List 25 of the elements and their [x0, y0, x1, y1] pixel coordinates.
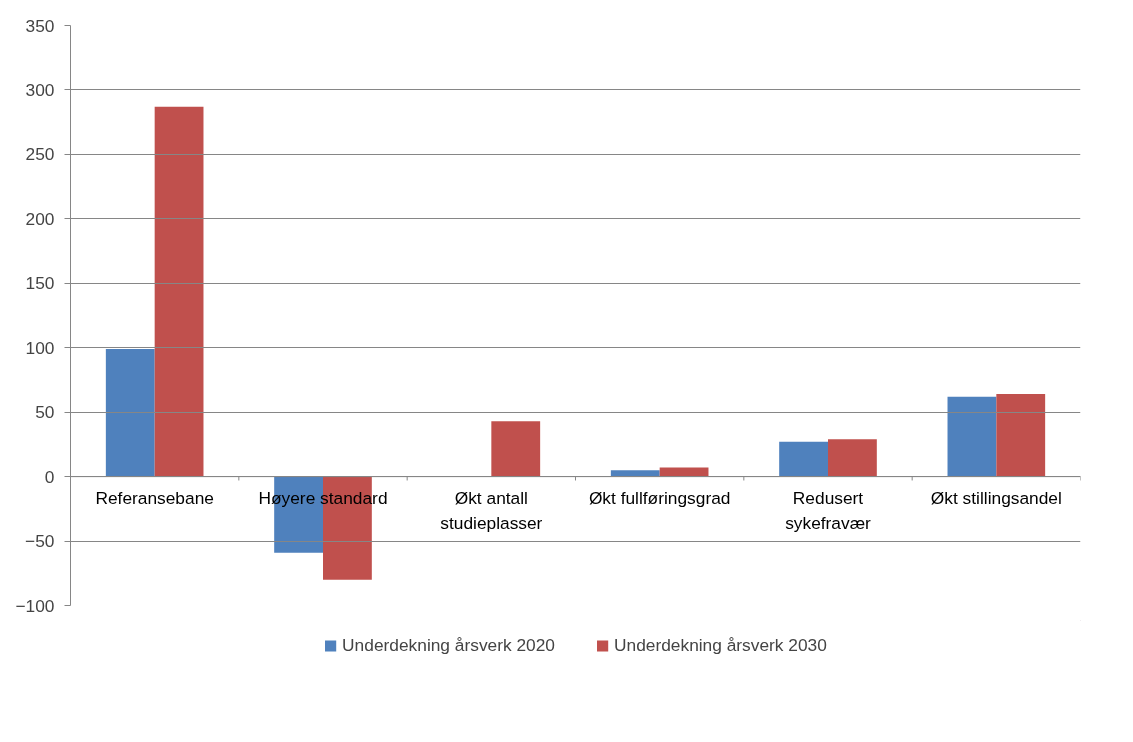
bar [947, 396, 997, 477]
bar [996, 394, 1046, 477]
bar [154, 106, 204, 477]
x-tick-label: Referansebane [95, 488, 214, 509]
x-tick-label: Økt antall studieplasser [440, 488, 543, 534]
x-tick-label: Økt stillingsandel [930, 488, 1062, 509]
y-tick-label: 100 [25, 337, 55, 358]
y-tick-label: −50 [25, 531, 55, 552]
y-tick-label: −100 [15, 595, 55, 616]
y-tick-label: 0 [44, 466, 55, 487]
x-tick-label: Økt fullføringsgrad [588, 488, 731, 509]
bar [610, 470, 660, 477]
y-tick-label: 250 [25, 144, 55, 165]
y-tick-label: 150 [25, 273, 55, 294]
bar [828, 439, 877, 477]
bar [779, 441, 828, 477]
y-tick-label: 350 [25, 15, 55, 36]
y-tick-label: 200 [25, 208, 55, 229]
x-tick-label: Redusert sykefravær [785, 488, 872, 534]
y-tick-label: 50 [35, 402, 55, 423]
bar [491, 421, 541, 477]
legend-label: Underdekning årsverk 2020 [342, 634, 555, 656]
y-tick-label: 300 [25, 79, 55, 100]
legend-label: Underdekning årsverk 2030 [614, 634, 827, 656]
bar [105, 349, 155, 477]
